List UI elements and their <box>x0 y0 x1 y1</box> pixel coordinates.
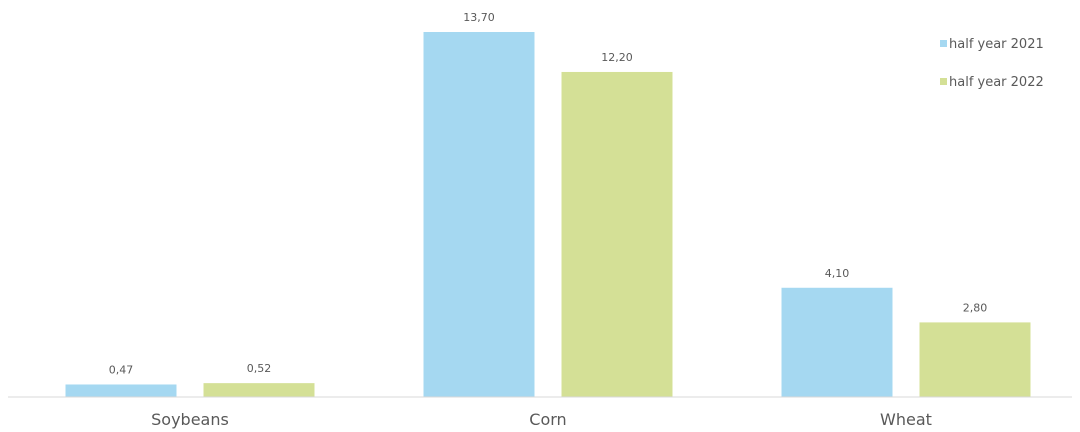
bar-corn-series-1 <box>423 32 535 397</box>
legend: half year 2021 half year 2022 <box>940 37 1044 90</box>
data-label-soybeans-series-2: 0,52 <box>247 362 272 375</box>
x-tick-label-wheat: Wheat <box>880 410 932 429</box>
x-tick-label-soybeans: Soybeans <box>151 410 229 429</box>
legend-swatch-series-1 <box>940 40 947 47</box>
data-label-soybeans-series-1: 0,47 <box>109 363 134 376</box>
data-label-wheat-series-1: 4,10 <box>825 267 850 280</box>
bars-layer <box>65 32 1031 397</box>
bar-corn-series-2 <box>561 71 673 397</box>
bar-wheat-series-1 <box>781 287 893 397</box>
data-label-corn-series-2: 12,20 <box>601 51 633 64</box>
legend-label-series-1: half year 2021 <box>949 37 1044 52</box>
legend-label-series-2: half year 2022 <box>949 75 1044 90</box>
bar-soybeans-series-2 <box>203 383 315 397</box>
data-labels-layer: 0,47 0,52 13,70 12,20 4,10 2,80 <box>109 11 988 376</box>
data-label-corn-series-1: 13,70 <box>463 11 495 24</box>
x-tick-label-corn: Corn <box>529 410 566 429</box>
legend-swatch-series-2 <box>940 78 947 85</box>
x-tick-labels: Soybeans Corn Wheat <box>151 410 932 429</box>
bar-soybeans-series-1 <box>65 384 177 397</box>
data-label-wheat-series-2: 2,80 <box>963 301 988 314</box>
bar-wheat-series-2 <box>919 322 1031 397</box>
